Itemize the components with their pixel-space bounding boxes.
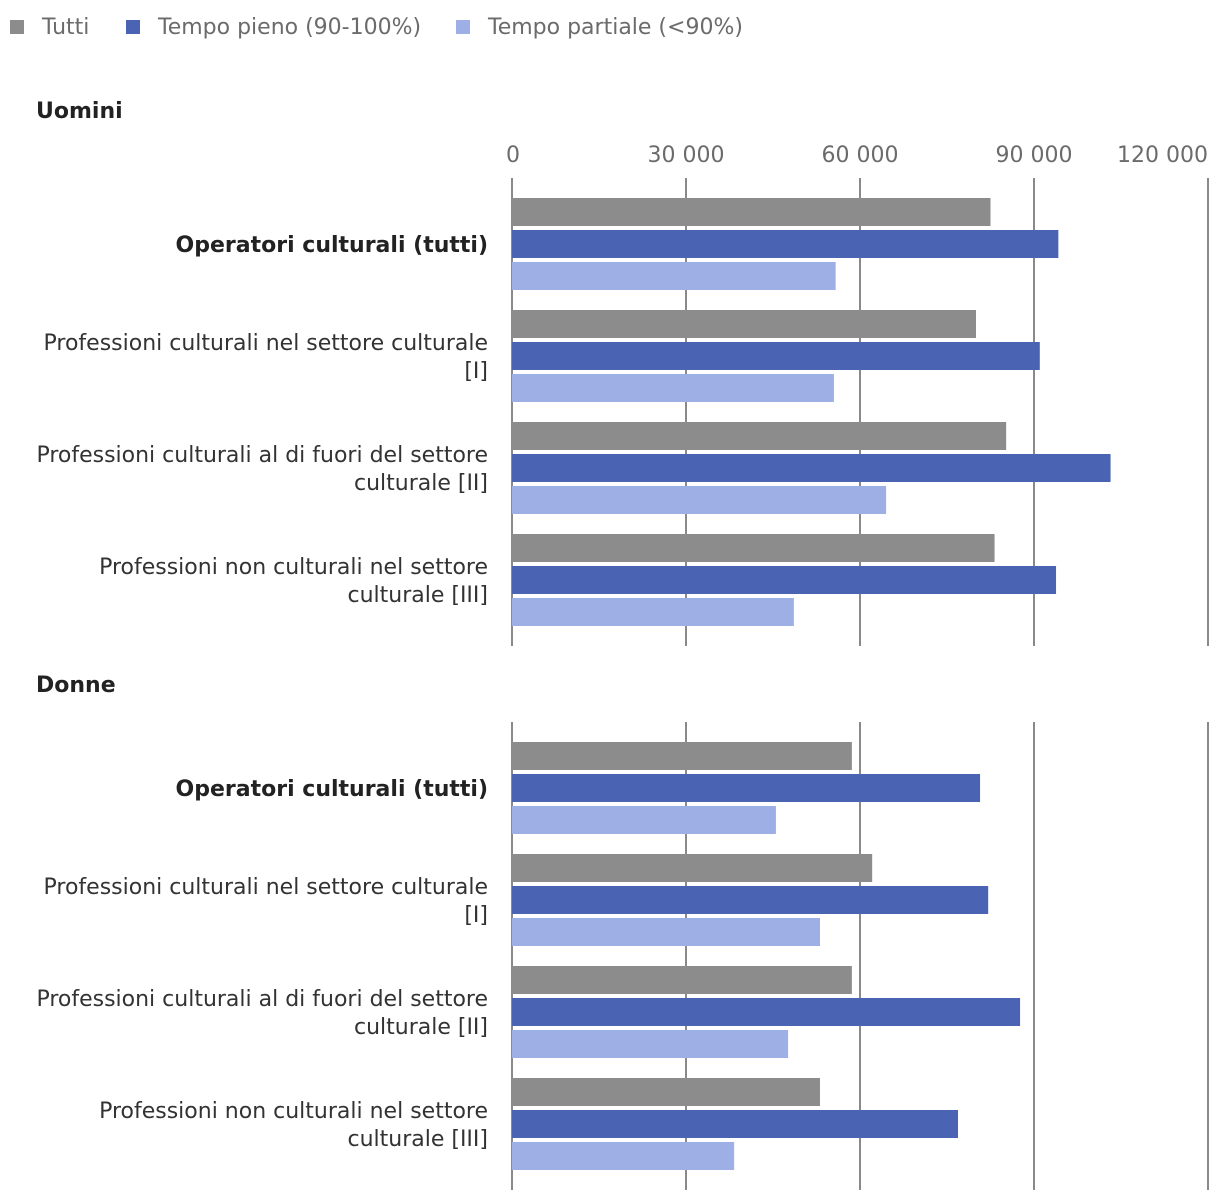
bar-tutti bbox=[512, 854, 873, 882]
x-tick-label: 60 000 bbox=[822, 143, 899, 168]
bar-tutti bbox=[512, 198, 991, 226]
chart-panels: Uomini Operatori culturali (tutti) Profess… bbox=[36, 99, 1209, 1190]
bar-tutti bbox=[512, 966, 852, 994]
bar-tutti bbox=[512, 742, 852, 770]
panel-title: Uomini bbox=[36, 99, 123, 124]
bar-tempo-partiale bbox=[512, 1142, 735, 1170]
legend-label: Tempo pieno (90-100%) bbox=[157, 15, 421, 40]
bar-tutti bbox=[512, 310, 976, 338]
bar-tempo-pieno bbox=[512, 454, 1111, 482]
bar-tempo-pieno bbox=[512, 774, 981, 802]
category-label: Operatori culturali (tutti) bbox=[176, 777, 488, 802]
category-label: Operatori culturali (tutti) bbox=[176, 233, 488, 258]
bar-tempo-partiale bbox=[512, 374, 834, 402]
panel-title: Donne bbox=[36, 673, 116, 698]
panel-donne: Donne Operatori culturali (tutti) Professi… bbox=[36, 673, 1209, 1190]
bar-tempo-partiale bbox=[512, 806, 776, 834]
bar-tempo-pieno bbox=[512, 342, 1040, 370]
x-tick-label: 0 bbox=[506, 143, 520, 168]
legend: Tutti Tempo pieno (90-100%) Tempo partiale… bbox=[10, 15, 743, 40]
category-label: Professioni culturali nel settore cultur… bbox=[44, 875, 488, 928]
bar-tempo-partiale bbox=[512, 1030, 789, 1058]
bar-tempo-pieno bbox=[512, 230, 1059, 258]
category-label: Professioni non culturali nel settore cul… bbox=[99, 1099, 488, 1152]
bar-tempo-pieno bbox=[512, 886, 989, 914]
category-label: Professioni culturali al di fuori del se… bbox=[36, 443, 488, 496]
legend-label: Tempo partiale (<90%) bbox=[487, 15, 743, 40]
x-tick-label: 90 000 bbox=[996, 143, 1073, 168]
bar-tempo-partiale bbox=[512, 262, 836, 290]
bar-tempo-pieno bbox=[512, 566, 1057, 594]
legend-swatch bbox=[456, 20, 470, 34]
panel-uomini: Uomini Operatori culturali (tutti) Profess… bbox=[36, 99, 1209, 646]
bar-tutti bbox=[512, 1078, 820, 1106]
legend-label: Tutti bbox=[41, 15, 89, 40]
x-tick-label: 120 000 bbox=[1117, 143, 1208, 168]
bar-tutti bbox=[512, 422, 1007, 450]
bar-tempo-pieno bbox=[512, 1110, 959, 1138]
x-tick-label: 30 000 bbox=[648, 143, 725, 168]
bar-tempo-partiale bbox=[512, 486, 887, 514]
bar-tempo-partiale bbox=[512, 598, 794, 626]
bar-tempo-partiale bbox=[512, 918, 820, 946]
category-label: Professioni culturali al di fuori del se… bbox=[36, 987, 488, 1040]
bar-tempo-pieno bbox=[512, 998, 1021, 1026]
x-axis-tick-labels: 0 30 000 60 000 90 000 120 000 bbox=[506, 143, 1208, 168]
category-label: Professioni non culturali nel settore cul… bbox=[99, 555, 488, 608]
bar-tutti bbox=[512, 534, 995, 562]
category-label: Professioni culturali nel settore cultur… bbox=[44, 331, 488, 384]
legend-swatch bbox=[126, 20, 140, 34]
legend-swatch bbox=[10, 20, 24, 34]
